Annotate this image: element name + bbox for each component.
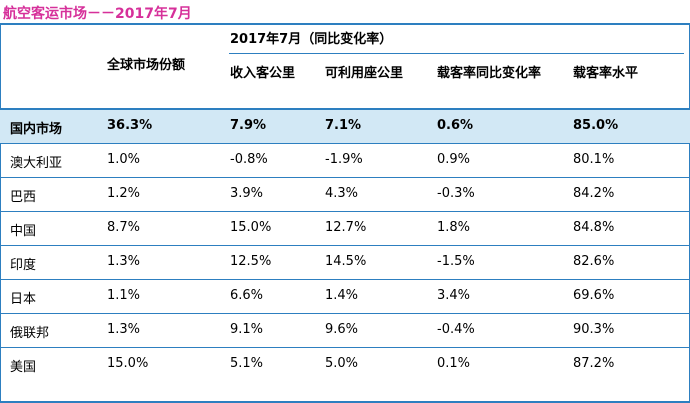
column-group-divider [229,53,684,54]
load-factor-level-value: 85.0% [573,118,619,133]
ask-value: 4.3% [325,186,359,201]
ask-value: 14.5% [325,254,367,269]
table-row: 巴西 1.2% 3.9% 4.3% -0.3% 84.2% [0,178,690,212]
market-name: 巴西 [10,190,37,205]
header-rpk: 收入客公里 [230,66,296,81]
header-load-factor-level: 载客率水平 [573,66,639,81]
load-factor-change-value: 0.9% [437,152,471,167]
rpk-value: 12.5% [230,254,272,269]
row-divider [0,143,690,144]
table-row: 印度 1.3% 12.5% 14.5% -1.5% 82.6% [0,246,690,280]
table-row-domestic: 国内市场 36.3% 7.9% 7.1% 0.6% 85.0% [0,110,690,144]
title-divider [0,23,690,25]
market-name: 美国 [10,360,37,375]
ask-value: 12.7% [325,220,367,235]
rpk-value: 3.9% [230,186,264,201]
row-divider [0,245,690,246]
rpk-value: -0.8% [230,152,268,167]
load-factor-level-value: 84.8% [573,220,615,235]
rpk-value: 15.0% [230,220,272,235]
load-factor-change-value: -1.5% [437,254,475,269]
load-factor-change-value: 3.4% [437,288,471,303]
table-row: 美国 15.0% 5.1% 5.0% 0.1% 87.2% [0,348,690,382]
load-factor-change-value: -0.3% [437,186,475,201]
rpk-value: 5.1% [230,356,264,371]
frame-left-border [0,23,1,401]
table-title: 航空客运市场－－2017年7月 [3,6,192,22]
row-divider [0,211,690,212]
row-divider [0,347,690,348]
row-divider [0,313,690,314]
rpk-value: 9.1% [230,322,264,337]
global-share-value: 1.3% [107,322,141,337]
global-share-value: 1.1% [107,288,141,303]
ask-value: 9.6% [325,322,359,337]
load-factor-level-value: 82.6% [573,254,615,269]
row-divider [0,177,690,178]
market-name: 俄联邦 [10,326,50,341]
global-share-value: 1.2% [107,186,141,201]
global-share-value: 8.7% [107,220,141,235]
header-load-factor-change: 载客率同比变化率 [437,66,542,81]
column-group-header: 2017年7月（同比变化率） [230,32,393,47]
table-row: 中国 8.7% 15.0% 12.7% 1.8% 84.8% [0,212,690,246]
header-ask: 可利用座公里 [325,66,404,81]
table-row: 日本 1.1% 6.6% 1.4% 3.4% 69.6% [0,280,690,314]
header-global-share: 全球市场份额 [107,58,186,73]
table-row: 澳大利亚 1.0% -0.8% -1.9% 0.9% 80.1% [0,144,690,178]
global-share-value: 1.0% [107,152,141,167]
ask-value: 1.4% [325,288,359,303]
global-share-value: 36.3% [107,118,153,133]
load-factor-level-value: 80.1% [573,152,615,167]
load-factor-level-value: 87.2% [573,356,615,371]
market-name: 印度 [10,258,37,273]
load-factor-level-value: 69.6% [573,288,615,303]
market-name: 中国 [10,224,37,239]
load-factor-change-value: 0.1% [437,356,471,371]
load-factor-change-value: -0.4% [437,322,475,337]
table-row: 俄联邦 1.3% 9.1% 9.6% -0.4% 90.3% [0,314,690,348]
row-divider [0,279,690,280]
global-share-value: 1.3% [107,254,141,269]
market-name: 澳大利亚 [10,156,63,171]
header-divider [0,108,690,110]
frame-bottom-border [0,401,690,403]
load-factor-level-value: 84.2% [573,186,615,201]
load-factor-level-value: 90.3% [573,322,615,337]
load-factor-change-value: 1.8% [437,220,471,235]
market-name: 国内市场 [10,122,63,137]
ask-value: 7.1% [325,118,362,133]
market-name: 日本 [10,292,37,307]
rpk-value: 6.6% [230,288,264,303]
ask-value: 5.0% [325,356,359,371]
global-share-value: 15.0% [107,356,149,371]
ask-value: -1.9% [325,152,363,167]
load-factor-change-value: 0.6% [437,118,474,133]
rpk-value: 7.9% [230,118,267,133]
